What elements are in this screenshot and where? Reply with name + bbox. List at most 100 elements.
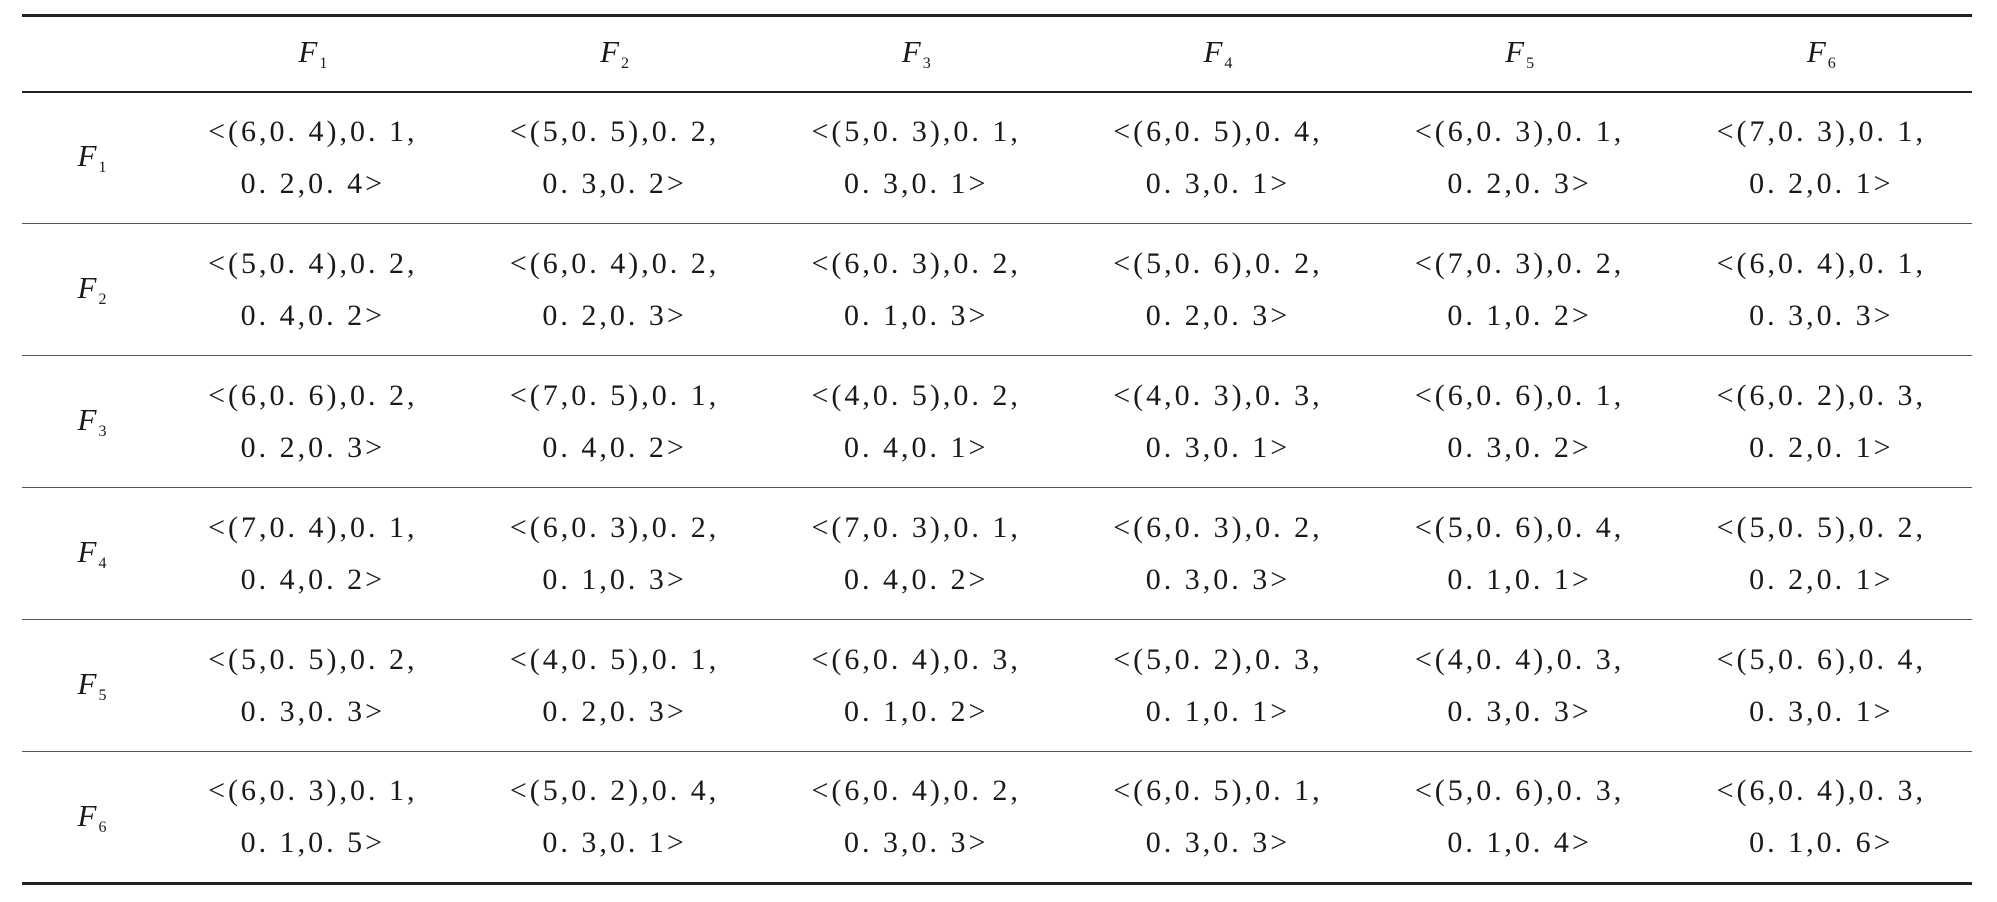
table-cell: <(5,0. 6),0. 4, 0. 1,0. 1> bbox=[1369, 488, 1671, 620]
factor-letter: F bbox=[901, 34, 921, 70]
table-cell: <(4,0. 4),0. 3, 0. 3,0. 3> bbox=[1369, 620, 1671, 752]
factor-letter: F bbox=[1806, 34, 1826, 70]
table-cell: <(6,0. 3),0. 2, 0. 1,0. 3> bbox=[464, 488, 766, 620]
table-cell: <(6,0. 4),0. 1, 0. 2,0. 4> bbox=[162, 92, 464, 224]
cell-line-1: <(6,0. 6),0. 2, bbox=[208, 378, 418, 412]
factor-letter: F bbox=[298, 34, 318, 70]
cell-line-1: <(4,0. 5),0. 2, bbox=[811, 378, 1021, 412]
cell-line-2: 0. 3,0. 3> bbox=[1145, 826, 1291, 859]
table-cell: <(6,0. 4),0. 2, 0. 3,0. 3> bbox=[765, 752, 1067, 884]
table-cell: <(5,0. 2),0. 3, 0. 1,0. 1> bbox=[1067, 620, 1369, 752]
table-cell: <(5,0. 2),0. 4, 0. 3,0. 1> bbox=[464, 752, 766, 884]
factor-subscript: 5 bbox=[98, 687, 107, 704]
table-cell: <(5,0. 6),0. 4, 0. 3,0. 1> bbox=[1670, 620, 1972, 752]
cell-line-1: <(6,0. 4),0. 2, bbox=[509, 246, 720, 280]
cell-line-1: <(7,0. 3),0. 2, bbox=[1414, 246, 1625, 280]
cell-line-2: 0. 3,0. 3> bbox=[1447, 694, 1592, 728]
cell-line-1: <(5,0. 3),0. 1, bbox=[811, 114, 1021, 148]
cell-line-1: <(6,0. 5),0. 1, bbox=[1113, 774, 1323, 807]
cell-line-1: <(4,0. 4),0. 3, bbox=[1414, 642, 1625, 676]
cell-line-2: 0. 1,0. 5> bbox=[240, 826, 386, 859]
cell-line-1: <(6,0. 4),0. 1, bbox=[208, 114, 418, 148]
table-row: F 6 <(6,0. 3),0. 1, 0. 1,0. 5> <(5,0. 2),0. … bbox=[22, 752, 1973, 884]
cell-line-1: <(6,0. 3),0. 2, bbox=[509, 510, 720, 544]
corner-cell bbox=[22, 16, 162, 92]
table-cell: <(6,0. 6),0. 1, 0. 3,0. 2> bbox=[1369, 356, 1671, 488]
table-body: F 1 <(6,0. 4),0. 1, 0. 2,0. 4> <(5,0. 5),0. … bbox=[22, 92, 1973, 884]
table-cell: <(7,0. 3),0. 2, 0. 1,0. 2> bbox=[1369, 224, 1671, 356]
cell-line-2: 0. 2,0. 4> bbox=[240, 166, 386, 200]
table-cell: <(6,0. 5),0. 4, 0. 3,0. 1> bbox=[1067, 92, 1369, 224]
cell-line-2: 0. 3,0. 1> bbox=[1749, 694, 1894, 728]
cell-line-1: <(6,0. 3),0. 2, bbox=[811, 246, 1021, 280]
table-cell: <(4,0. 3),0. 3, 0. 3,0. 1> bbox=[1067, 356, 1369, 488]
factor-letter: F bbox=[1203, 34, 1223, 70]
cell-line-1: <(5,0. 2),0. 3, bbox=[1113, 642, 1323, 676]
cell-line-1: <(5,0. 6),0. 4, bbox=[1716, 642, 1926, 676]
cell-line-1: <(4,0. 3),0. 3, bbox=[1113, 378, 1323, 412]
cell-line-1: <(7,0. 3),0. 1, bbox=[1716, 114, 1926, 148]
cell-line-2: 0. 3,0. 3> bbox=[1145, 562, 1291, 596]
cell-line-2: 0. 1,0. 1> bbox=[1145, 694, 1291, 728]
cell-line-2: 0. 2,0. 1> bbox=[1749, 562, 1894, 596]
table-cell: <(7,0. 4),0. 1, 0. 4,0. 2> bbox=[162, 488, 464, 620]
cell-line-2: 0. 4,0. 2> bbox=[240, 562, 386, 596]
factor-subscript: 5 bbox=[1526, 55, 1535, 73]
cell-line-2: 0. 2,0. 1> bbox=[1749, 430, 1894, 464]
cell-line-1: <(6,0. 3),0. 1, bbox=[1414, 114, 1625, 148]
table-cell: <(6,0. 6),0. 2, 0. 2,0. 3> bbox=[162, 356, 464, 488]
table-cell: <(6,0. 3),0. 2, 0. 1,0. 3> bbox=[765, 224, 1067, 356]
cell-line-1: <(5,0. 6),0. 3, bbox=[1414, 774, 1625, 807]
table-row: F 1 <(6,0. 4),0. 1, 0. 2,0. 4> <(5,0. 5),0. … bbox=[22, 92, 1973, 224]
table-cell: <(7,0. 5),0. 1, 0. 4,0. 2> bbox=[464, 356, 766, 488]
cell-line-2: 0. 3,0. 3> bbox=[1749, 298, 1894, 332]
cell-line-2: 0. 3,0. 1> bbox=[1145, 430, 1291, 464]
cell-line-2: 0. 1,0. 3> bbox=[844, 298, 989, 332]
cell-line-1: <(6,0. 3),0. 2, bbox=[1113, 510, 1323, 544]
factor-letter: F bbox=[77, 534, 97, 569]
table-cell: <(5,0. 4),0. 2, 0. 4,0. 2> bbox=[162, 224, 464, 356]
table-cell: <(6,0. 4),0. 1, 0. 3,0. 3> bbox=[1670, 224, 1972, 356]
cell-line-2: 0. 4,0. 2> bbox=[240, 298, 386, 332]
cell-line-2: 0. 3,0. 2> bbox=[1447, 430, 1592, 464]
cell-line-1: <(6,0. 4),0. 1, bbox=[1716, 246, 1926, 280]
cell-line-2: 0. 2,0. 3> bbox=[542, 694, 687, 728]
table-cell: <(6,0. 3),0. 1, 0. 1,0. 5> bbox=[162, 752, 464, 884]
cell-line-1: <(6,0. 3),0. 1, bbox=[208, 774, 418, 807]
factor-subscript: 2 bbox=[621, 55, 629, 73]
factor-letter: F bbox=[600, 34, 619, 70]
cell-line-1: <(5,0. 2),0. 4, bbox=[509, 774, 720, 807]
cell-line-2: 0. 1,0. 3> bbox=[542, 562, 687, 596]
table-cell: <(5,0. 3),0. 1, 0. 3,0. 1> bbox=[765, 92, 1067, 224]
factor-subscript: 2 bbox=[98, 291, 107, 308]
table-cell: <(5,0. 6),0. 2, 0. 2,0. 3> bbox=[1067, 224, 1369, 356]
factor-subscript: 3 bbox=[98, 423, 107, 440]
cell-line-2: 0. 3,0. 1> bbox=[542, 826, 687, 859]
table-cell: <(4,0. 5),0. 1, 0. 2,0. 3> bbox=[464, 620, 766, 752]
cell-line-1: <(6,0. 5),0. 4, bbox=[1113, 114, 1323, 148]
factor-letter: F bbox=[1505, 34, 1525, 70]
factor-subscript: 6 bbox=[1827, 55, 1836, 73]
cell-line-1: <(6,0. 6),0. 1, bbox=[1414, 378, 1625, 412]
cell-line-1: <(6,0. 4),0. 3, bbox=[1716, 774, 1926, 807]
cell-line-1: <(5,0. 5),0. 2, bbox=[208, 642, 418, 676]
factor-subscript: 1 bbox=[98, 159, 107, 177]
cell-line-2: 0. 1,0. 2> bbox=[844, 694, 989, 728]
table-cell: <(6,0. 3),0. 2, 0. 3,0. 3> bbox=[1067, 488, 1369, 620]
cell-line-1: <(6,0. 2),0. 3, bbox=[1716, 378, 1926, 412]
